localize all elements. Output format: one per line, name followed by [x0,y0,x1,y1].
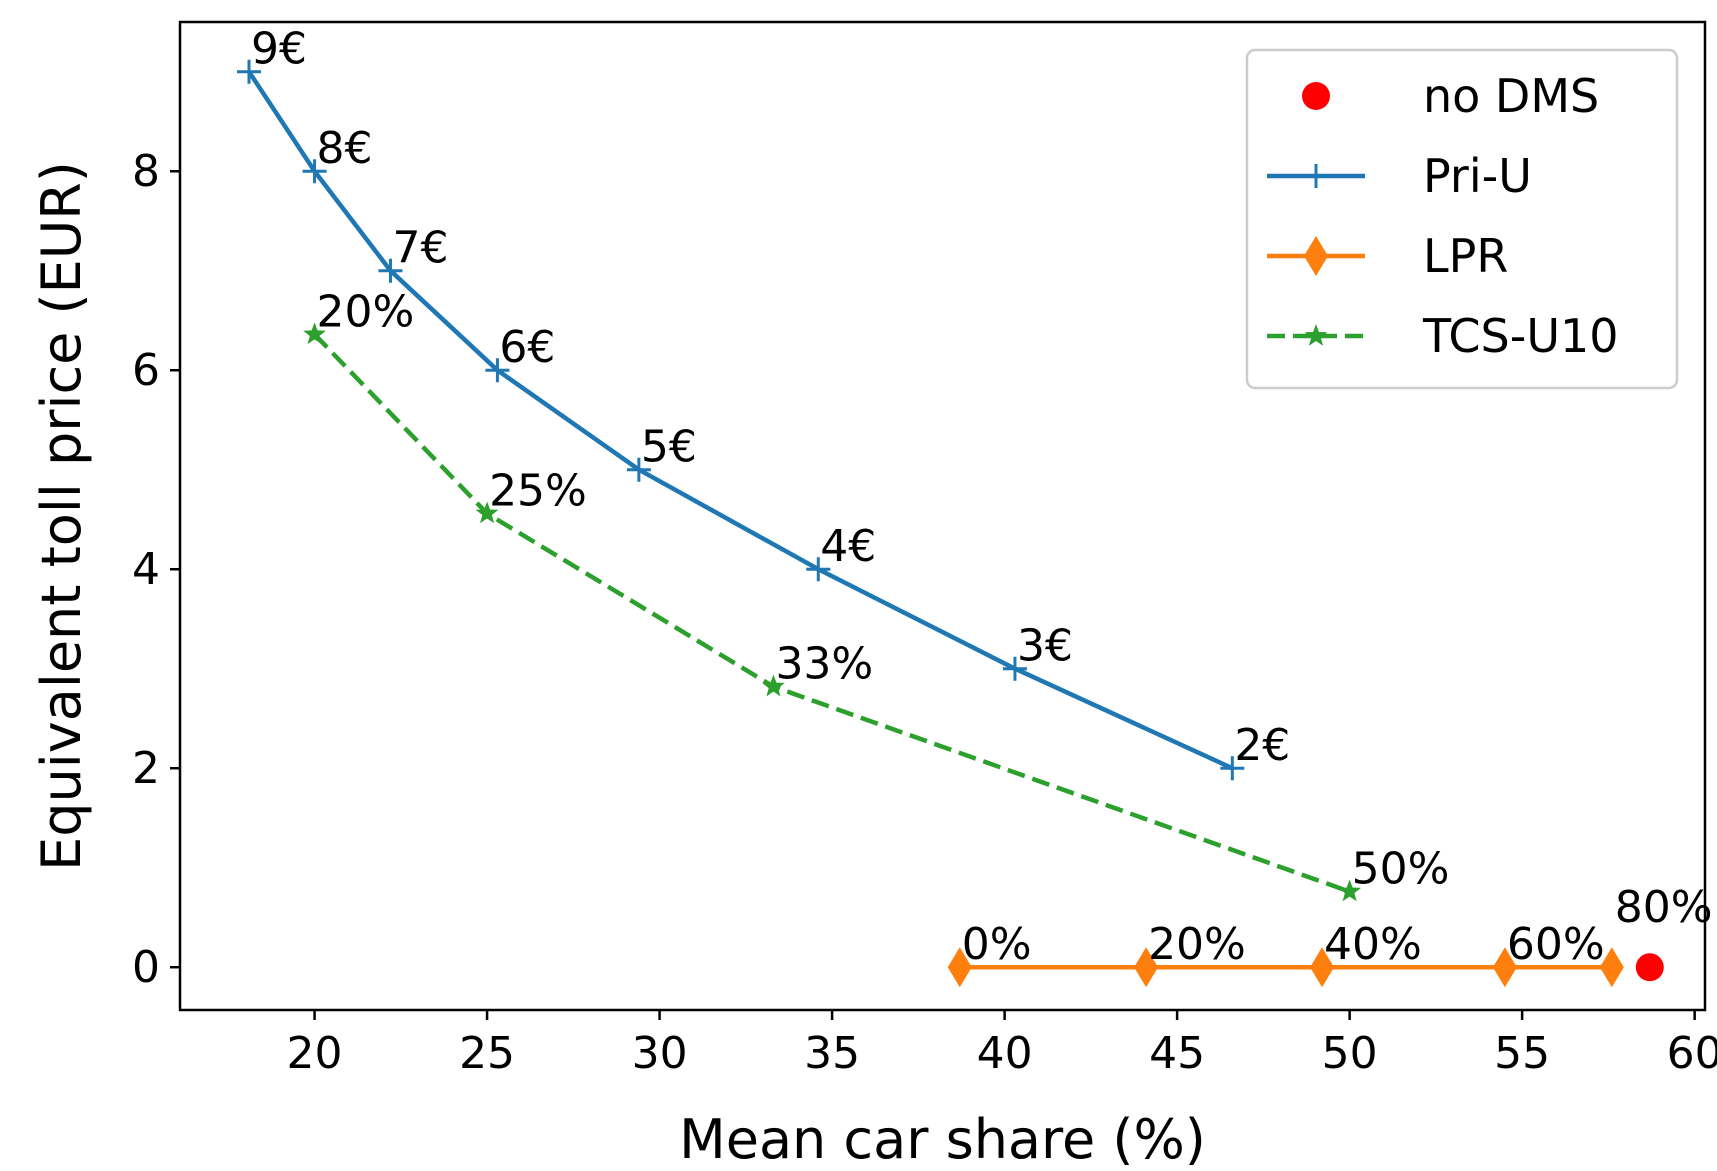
data-label-pri-u-6: 4€ [820,521,876,572]
legend-marker-lpr [1304,236,1328,276]
y-tick-label-2: 2 [132,743,160,794]
data-point-tcs-u10-1 [303,322,326,345]
legend-marker-no-dms [1302,82,1330,110]
data-label-tcs-u10-4: 50% [1352,844,1450,895]
series-layer [237,59,1664,988]
x-tick-label-50: 50 [1322,1028,1378,1079]
data-label-tcs-u10-1: 20% [317,286,415,337]
data-label-pri-u-7: 3€ [1017,621,1073,672]
data-point-pri-u-7 [1002,656,1027,681]
series-line-tcs-u10 [312,332,1351,894]
plot-frame [178,20,1707,1012]
data-label-pri-u-5: 5€ [641,422,697,473]
x-tick-label-35: 35 [804,1028,860,1079]
data-label-lpr-2: 20% [1148,919,1246,970]
legend-label-pri-u: Pri-U [1423,149,1532,203]
y-tick-label-4: 4 [132,544,160,595]
data-point-pri-u-3 [378,258,403,283]
data-point-tcs-u10-2 [475,501,499,524]
y-tick-label-0: 0 [132,942,160,993]
data-label-tcs-u10-2: 25% [489,466,587,517]
y-tick-label-8: 8 [132,146,160,197]
data-point-lpr-3 [1310,947,1335,988]
data-label-lpr-4: 60% [1507,919,1605,970]
y-tick-label-6: 6 [132,345,160,396]
data-point-pri-u-5 [626,457,651,482]
data-label-pri-u-2: 8€ [317,123,373,174]
x-tick-label-55: 55 [1494,1028,1550,1079]
legend-box [1245,48,1679,390]
series-line-pri-u [247,70,1234,771]
data-label-pri-u-1: 9€ [251,24,307,75]
data-label-pri-u-3: 7€ [392,223,448,274]
data-point-no-dms-1 [1635,953,1664,982]
axes-layer: 20 25 30 35 40 45 50 55 60 0 2 4 6 8 Mean car share (%… [30,20,1717,1171]
data-point-pri-u-1 [237,59,262,84]
data-point-lpr-1 [947,947,972,988]
data-point-lpr-2 [1134,947,1159,988]
series-lpr [947,947,1624,988]
legend-entry-no-dms: no DMS [1302,69,1599,123]
legend-label-no-dms: no DMS [1423,69,1599,123]
data-point-pri-u-4 [485,358,510,383]
x-tick-label-40: 40 [977,1028,1033,1079]
x-tick-label-30: 30 [632,1028,688,1079]
x-tick-label-45: 45 [1149,1028,1205,1079]
legend-entry-pri-u: Pri-U [1267,149,1532,203]
series-no-dms [1635,953,1664,982]
x-tick-label-60: 60 [1667,1028,1717,1079]
data-label-no-dms-1: 80% [1615,882,1713,933]
legend-entry-lpr: LPR [1267,229,1508,283]
data-point-lpr-4 [1492,947,1517,988]
data-point-lpr-5 [1599,947,1624,988]
data-point-pri-u-6 [806,557,831,582]
data-point-tcs-u10-3 [762,674,785,697]
x-tick-label-20: 20 [287,1028,343,1079]
y-axis-label: Equivalent toll price (EUR) [30,161,93,871]
data-point-pri-u-2 [302,159,327,184]
data-point-pri-u-8 [1220,756,1245,781]
data-point-tcs-u10-4 [1338,879,1362,902]
series-tcs-u10 [303,322,1362,902]
legend-label-tcs-u10: TCS-U10 [1422,309,1619,363]
legend-marker-tcs-u10 [1304,324,1328,346]
legend-entry-tcs-u10: TCS-U10 [1267,309,1619,363]
data-label-lpr-3: 40% [1324,919,1422,970]
legend-label-lpr: LPR [1423,229,1508,283]
x-tick-label-25: 25 [459,1028,515,1079]
legend: no DMS Pri-U LPR TCS-U10 [1245,48,1679,390]
legend-marker-pri-u [1304,164,1328,188]
data-label-pri-u-4: 6€ [499,322,555,373]
x-axis-label: Mean car share (%) [679,1108,1206,1171]
series-pri-u [237,59,1245,781]
data-label-lpr-1: 0% [962,919,1032,970]
data-label-tcs-u10-3: 33% [775,639,873,690]
data-label-pri-u-8: 2€ [1234,720,1290,771]
annotation-layer: 80% 9€8€ 7€ 6€ 5€ 4€ 3€ 2€ 0% 20% 40% 60% 20% 25% 33% 5… [251,24,1713,970]
